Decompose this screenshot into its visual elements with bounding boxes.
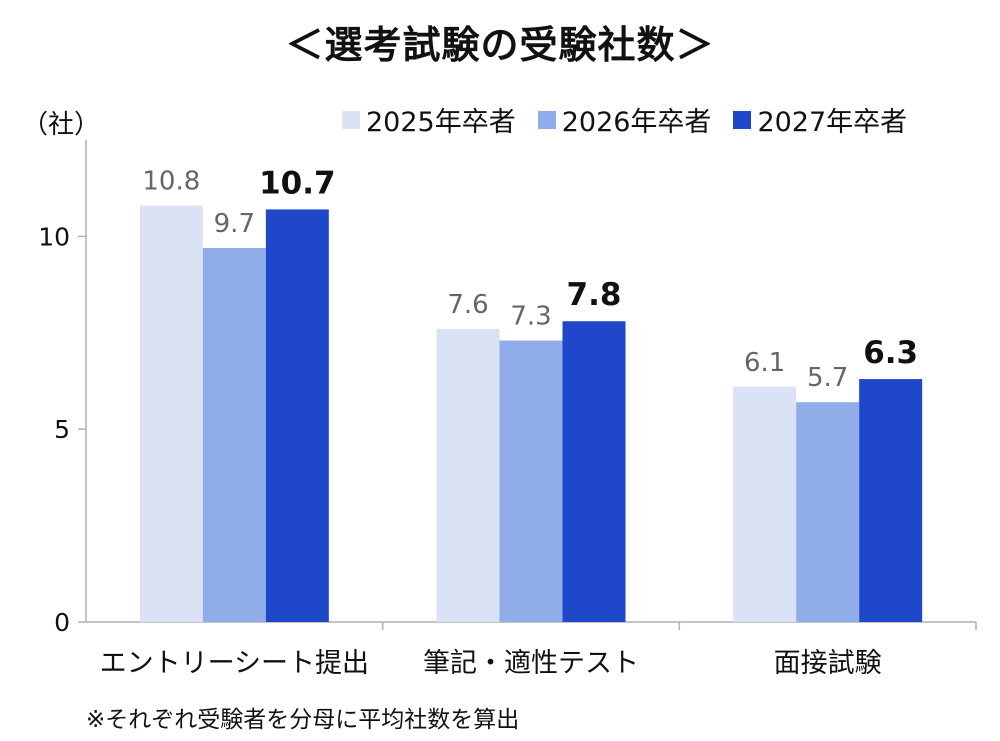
- bar-3-2: [562, 321, 626, 622]
- bar-2-1: [202, 247, 266, 622]
- x-category-label: エントリーシート提出: [100, 648, 369, 679]
- y-tick-label: 10: [38, 222, 70, 251]
- bar-1-1: [139, 205, 203, 622]
- legend-swatch-2026: [537, 110, 556, 129]
- y-axis-unit-label: （社）: [22, 110, 101, 140]
- data-label: 9.7: [214, 209, 255, 239]
- legend-swatch-2027: [733, 110, 752, 129]
- bar-2-3: [796, 402, 860, 622]
- x-category-label: 面接試験: [774, 648, 882, 679]
- bar-3-1: [265, 209, 329, 622]
- data-label: 10.8: [142, 167, 200, 197]
- data-label: 7.8: [567, 277, 622, 313]
- y-tick-label: 0: [54, 608, 70, 637]
- y-tick-label: 5: [54, 415, 70, 444]
- legend-item-2025: 2025年卒者: [342, 100, 516, 139]
- bar-3-3: [859, 379, 923, 622]
- legend-item-2027: 2027年卒者: [733, 100, 907, 139]
- bar-1-3: [733, 386, 797, 622]
- bar-2-2: [499, 340, 563, 622]
- legend-label-2027: 2027年卒者: [757, 107, 908, 138]
- legend-label-2025: 2025年卒者: [366, 107, 516, 138]
- data-label: 7.6: [447, 290, 488, 320]
- legend-swatch-2025: [342, 110, 360, 129]
- data-label: 5.7: [807, 363, 848, 393]
- footnote: ※それぞれ受験者を分母に平均社数を算出: [86, 707, 520, 733]
- data-label: 7.3: [510, 302, 551, 332]
- legend-label-2026: 2026年卒者: [561, 107, 712, 138]
- legend: 2025年卒者 2026年卒者 2027年卒者: [342, 100, 907, 139]
- x-category-label: 筆記・適性テスト: [423, 648, 639, 679]
- data-label: 6.3: [863, 335, 918, 371]
- chart-title: ＜選考試験の受験社数＞: [285, 23, 715, 67]
- data-label: 6.1: [744, 348, 785, 378]
- bar-1-2: [436, 328, 500, 622]
- data-label: 10.7: [259, 165, 336, 201]
- legend-item-2026: 2026年卒者: [537, 100, 712, 139]
